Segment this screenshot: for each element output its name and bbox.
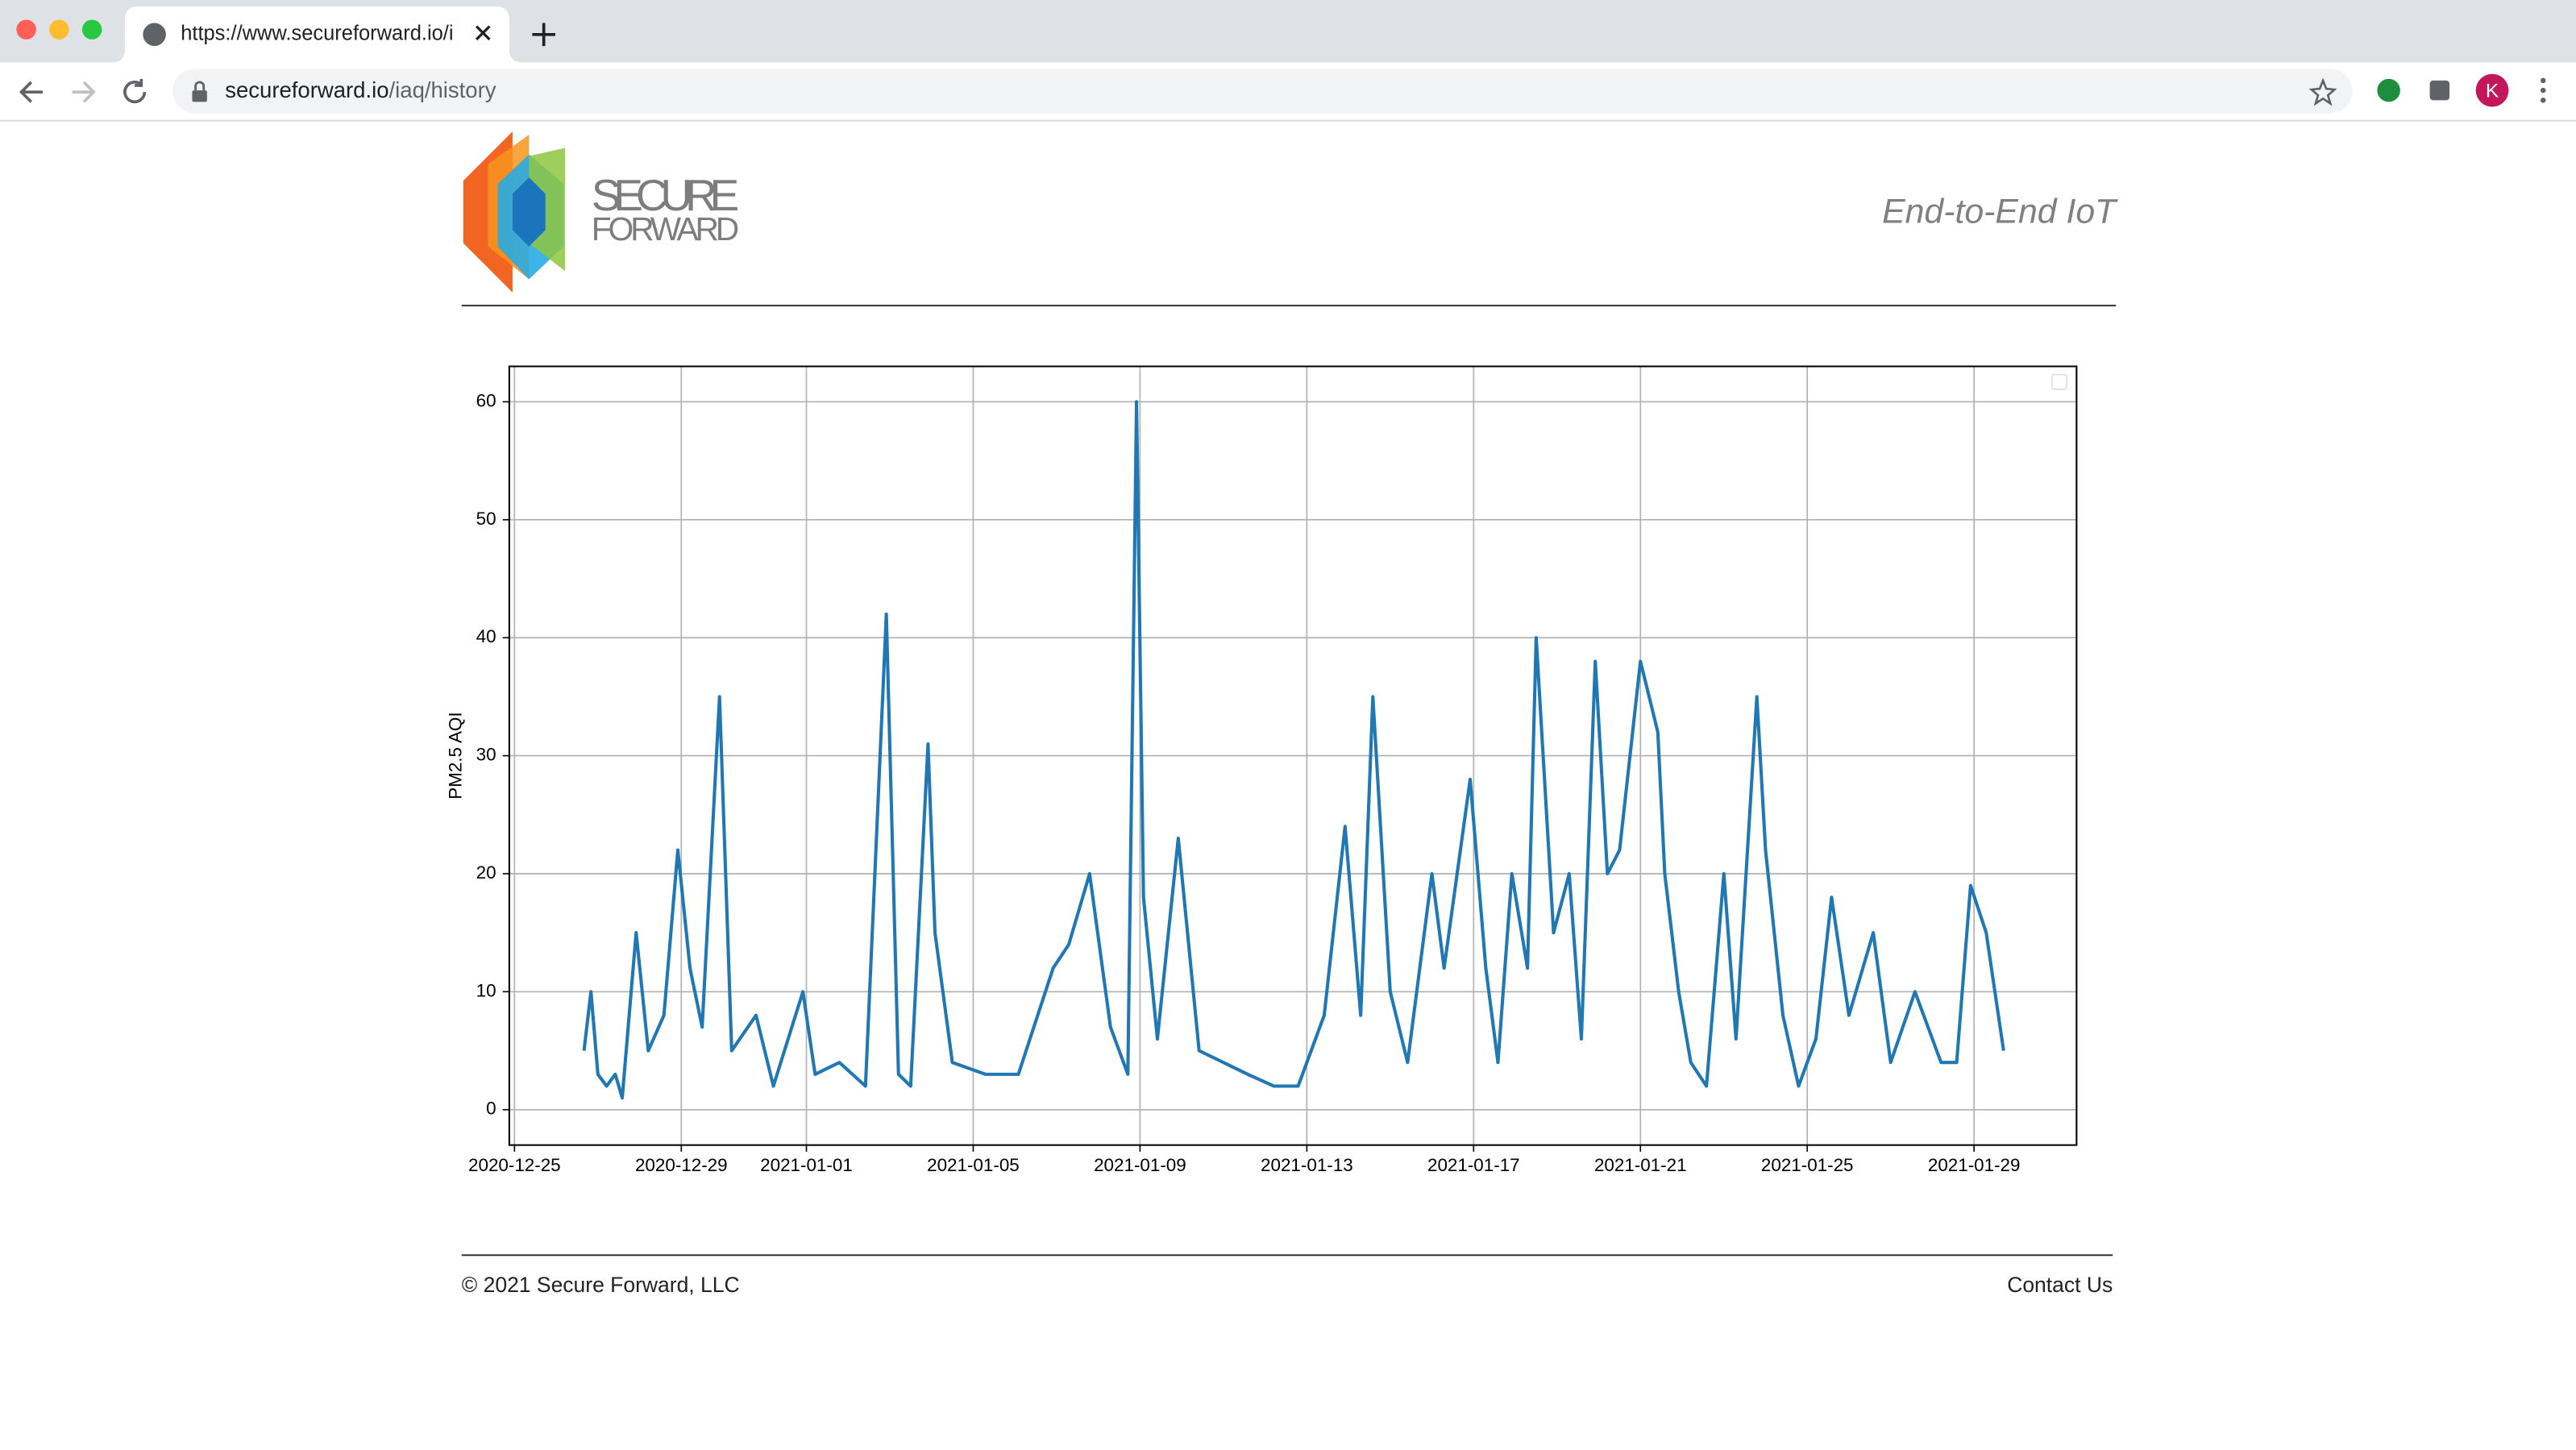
tab-title: https://www.secureforward.io/i [181,23,453,45]
tab-close[interactable] [475,25,491,41]
bookmark-star[interactable] [2308,77,2337,106]
profile-avatar[interactable] [2475,73,2509,107]
active-tab[interactable] [111,6,523,63]
y-tick-label: 10 [476,980,497,1000]
logo-core [512,177,546,247]
logo-green [529,147,566,272]
x-tick-label: 2020-12-29 [635,1155,728,1175]
forward-button[interactable] [72,81,96,103]
chart: 0 10 20 30 40 50 60 2020-12-25 2020-12-29 2021-01… [446,365,2078,1175]
x-tick-label: 2021-01-25 [1761,1155,1854,1175]
y-tick-label: 0 [486,1099,496,1119]
lock-shackle [194,81,206,91]
x-tick-label: 2021-01-21 [1594,1155,1687,1175]
x-tick-label: 2020-12-25 [468,1155,561,1175]
legend-box [2050,373,2067,390]
url-host: secureforward.io [225,77,388,102]
url-path: /iaq/history [389,77,497,102]
lock-icon [192,90,207,102]
x-tick-label: 2021-01-29 [1928,1155,2021,1175]
logo [463,131,566,293]
x-tick-label: 2021-01-09 [1094,1155,1186,1175]
back-button[interactable] [19,81,43,103]
y-tick-label: 30 [476,745,497,765]
url: secureforward.io/iaq/history [225,77,497,102]
menu-button[interactable] [2540,77,2546,103]
y-tick-label: 50 [476,509,497,529]
extension-icon[interactable] [2377,78,2400,102]
extensions-button[interactable] [2429,80,2450,101]
tagline: End-to-End IoT [1882,192,2118,231]
contact-link[interactable]: Contact Us [2007,1273,2113,1297]
y-tick-label: 60 [476,390,497,410]
x-tick-label: 2021-01-05 [927,1155,1020,1175]
tab-favicon [143,23,166,47]
zoom-window[interactable] [81,19,102,39]
reload-button[interactable] [123,78,147,104]
address-bar[interactable] [172,69,2353,114]
logo-text-bottom: FORWARD [592,210,739,247]
y-tick-label: 40 [476,626,497,646]
y-tick-label: 20 [476,862,497,883]
x-tick-label: 2021-01-17 [1427,1155,1520,1175]
x-tick-label: 2021-01-01 [760,1155,853,1175]
new-tab[interactable] [532,23,555,47]
x-tick-label: 2021-01-13 [1261,1155,1353,1175]
avatar-letter: K [2486,81,2499,102]
data-line [582,400,2005,1100]
close-window[interactable] [16,19,36,39]
plot-frame [508,365,2078,1146]
copyright: © 2021 Secure Forward, LLC [462,1273,740,1297]
logo-text-top: SECURE [592,170,739,220]
y-axis-label: PM2.5 AQI [446,712,466,799]
minimize-window[interactable] [49,19,69,39]
